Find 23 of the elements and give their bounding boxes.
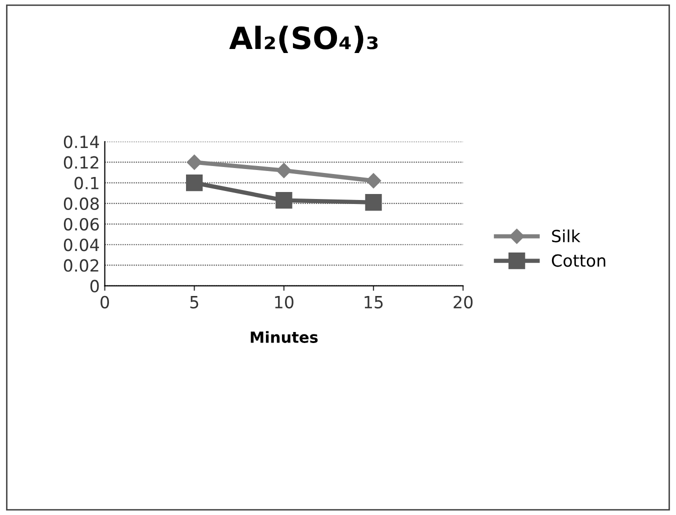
x-tick-label: 15 bbox=[364, 296, 383, 308]
point bbox=[186, 174, 203, 192]
point bbox=[186, 154, 202, 170]
x-tick-label: 0 bbox=[100, 296, 109, 308]
legend-label: Cotton bbox=[552, 254, 606, 267]
chart-title: Al₂(SO₄)₃ bbox=[229, 26, 378, 53]
y-tick-label: 0.08 bbox=[64, 197, 99, 210]
point bbox=[276, 162, 292, 178]
y-tick-label: 0.1 bbox=[74, 176, 98, 190]
x-tick-label: 5 bbox=[190, 296, 198, 308]
point bbox=[365, 194, 382, 211]
x-tick-label: 20 bbox=[454, 296, 473, 308]
point bbox=[366, 173, 382, 188]
x-tick-label: 10 bbox=[275, 296, 294, 308]
x-axis-title: Minutes bbox=[250, 331, 318, 343]
y-tick-label: 0.12 bbox=[64, 156, 98, 169]
y-tick-label: 0.04 bbox=[64, 238, 99, 252]
point bbox=[276, 192, 292, 209]
y-tick-label: 0.02 bbox=[64, 259, 98, 272]
legend-label: Silk bbox=[552, 229, 580, 242]
y-tick-label: 0 bbox=[90, 280, 99, 292]
y-tick-label: 0.14 bbox=[64, 136, 99, 148]
y-tick-label: 0.06 bbox=[64, 218, 99, 231]
